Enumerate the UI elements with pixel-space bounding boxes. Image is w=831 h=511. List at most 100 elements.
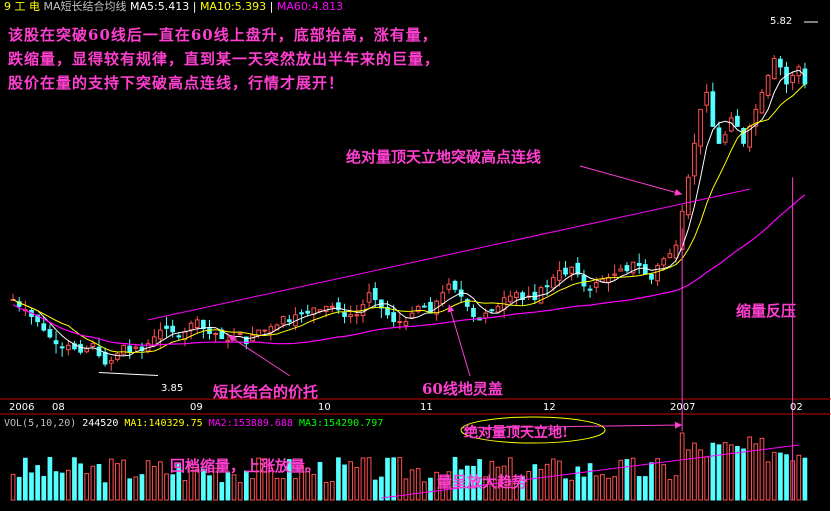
candle-up [771, 57, 777, 80]
volume-bar-up [422, 481, 427, 501]
volume-bar-up [514, 481, 519, 501]
candle-down [624, 265, 630, 272]
candle-down [422, 305, 427, 308]
volume-bar-up [655, 458, 660, 501]
candle-down [286, 319, 292, 323]
x-label-2007: 2007 [670, 402, 696, 413]
candle-up [280, 316, 286, 325]
volume-bar-down [207, 475, 212, 501]
volume-bar-up [753, 443, 759, 501]
volume-bar-down [458, 469, 464, 501]
volume-bar-up [250, 478, 255, 501]
volume-bar-down [471, 465, 476, 501]
ma60-line [12, 194, 806, 346]
candle-up [661, 258, 667, 266]
volume-bar-up [759, 437, 765, 501]
candle-up [121, 344, 126, 355]
volume-bar-up [765, 461, 771, 501]
volume-bar-up [569, 479, 575, 501]
indicator-name: MA短长结合均线 [43, 0, 127, 13]
peak-volume-arrow [461, 424, 683, 429]
candle-up [790, 74, 795, 83]
x-label-08: 08 [52, 402, 65, 413]
candle-down [305, 310, 311, 314]
volume-bar-up [612, 476, 617, 501]
volume-bar-down [784, 454, 789, 501]
support-annotation: 短长结合的价托 [213, 383, 319, 401]
volume-bar-down [176, 463, 182, 501]
candle-down [471, 307, 476, 318]
volume-bar-up [606, 477, 611, 501]
volume-bar-up [213, 467, 218, 501]
candle-up [692, 142, 697, 177]
x-label-02: 02 [790, 402, 803, 413]
volume-trend-line [381, 444, 799, 499]
candle-down [563, 267, 568, 275]
volume-bar-down [170, 474, 176, 501]
volume-bar-up [151, 466, 157, 501]
candle-up [366, 292, 372, 303]
candle-up [115, 353, 120, 360]
volume-bar-up [728, 444, 734, 501]
candle-up [550, 276, 556, 289]
candle-up [704, 91, 710, 106]
candle-down [428, 301, 433, 314]
volume-bar-up [747, 436, 753, 501]
volume-bar-down [741, 448, 746, 501]
candle-down [464, 299, 470, 307]
candle-up [722, 134, 728, 143]
volume-bar-up [182, 479, 188, 501]
candle-up [698, 108, 703, 147]
candle-down [587, 288, 593, 291]
volume-header: VOL(5,10,20) 244520 MA1:140329.75 MA2:15388… [4, 417, 389, 431]
candle-up [397, 321, 403, 324]
volume-bar-up [311, 473, 317, 501]
volume-bar-up [796, 454, 802, 501]
volume-bar-up [360, 457, 366, 501]
candle-down [716, 127, 722, 144]
ma60-cover-annotation: 60线地灵盖 [422, 380, 503, 398]
trend-annotation: 量呈放大趋势 [437, 473, 528, 491]
volume-bar-down [342, 464, 347, 501]
candle-down [802, 68, 808, 85]
shrink-annotation: 缩量反压 [736, 302, 797, 320]
candle-up [600, 278, 605, 283]
volume-bar-up [661, 464, 667, 501]
intro-annotation: 该股在突破60线后一直在60线上盘升，底部抬高，涨有量，跌缩量，显得较有规律，直… [8, 26, 441, 92]
volume-bar-down [391, 457, 396, 501]
x-label-09: 09 [190, 402, 203, 413]
candle-up [133, 346, 139, 349]
volume-bar-down [225, 472, 231, 501]
volume-bar-down [53, 471, 59, 501]
volume-bar-down [710, 442, 716, 501]
candle-down [741, 128, 746, 144]
vol-label: VOL(5,10,20) [4, 418, 77, 429]
candle-down [489, 309, 495, 312]
volume-bar-up [526, 471, 532, 501]
breakout-arrow-head [674, 188, 683, 196]
candle-down [636, 262, 642, 267]
volume-bar-up [164, 473, 169, 501]
volume-bar-down [243, 470, 249, 501]
candle-up [495, 305, 501, 313]
indicator-header: 9 工 电 MA短长结合均线 MA5:5.413 | MA10:5.393 | … [4, 0, 344, 13]
volume-bar-up [557, 460, 562, 501]
volume-bar-up [194, 469, 200, 501]
ma10-value: MA10:5.393 [199, 0, 267, 13]
volume-bar-up [231, 474, 237, 501]
volume-bar-down [139, 474, 145, 501]
candle-up [354, 314, 360, 317]
candle-up [225, 339, 231, 343]
volume-bar-down [642, 476, 648, 501]
volume-bar-down [802, 457, 808, 501]
volume-bar-up [188, 463, 194, 501]
volume-bar-up [268, 467, 274, 501]
candle-up [329, 305, 335, 308]
volume-bar-up [10, 473, 16, 501]
volume-bar-up [84, 473, 90, 501]
pullback-annotation: 回档缩量，上涨放量。 [170, 457, 321, 475]
candle-down [710, 91, 716, 127]
volume-bar-down [428, 477, 433, 501]
volume-bar-up [618, 459, 624, 501]
resistance-trendline [148, 188, 750, 321]
